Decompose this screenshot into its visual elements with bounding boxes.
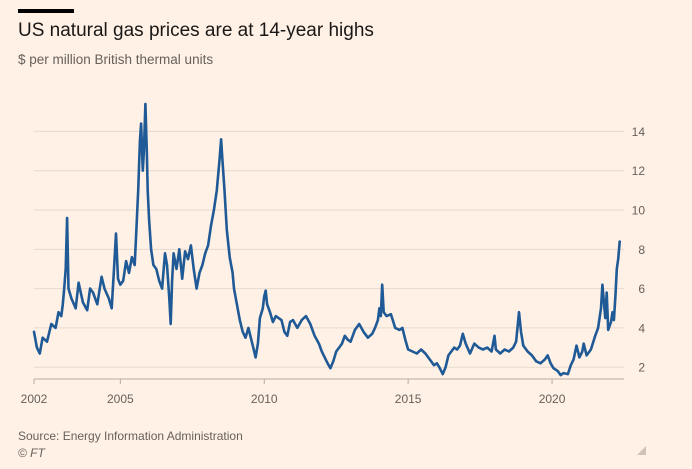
ft-accent-bar [18, 9, 74, 13]
series-layer [32, 102, 621, 377]
y-axis-labels: 2 4 6 8 10 12 14 [632, 125, 646, 375]
chart-subtitle: $ per million British thermal units [18, 52, 214, 67]
x-tick-label-2002: 2002 [21, 392, 48, 406]
y-tick-label-14: 14 [632, 125, 646, 139]
chart-title: US natural gas prices are at 14-year hig… [18, 20, 374, 41]
y-tick-label-6: 6 [638, 282, 645, 296]
resize-corner-icon [637, 446, 646, 455]
x-tick-label-2005: 2005 [107, 392, 134, 406]
ft-credit: © FT [18, 446, 45, 460]
source-note: Source: Energy Information Administratio… [18, 429, 243, 443]
gridlines [34, 130, 624, 368]
y-tick-label-2: 2 [638, 361, 645, 375]
y-tick-label-8: 8 [638, 243, 645, 257]
y-tick-label-4: 4 [638, 321, 645, 335]
x-tick-label-2010: 2010 [251, 392, 278, 406]
series-line-0 [32, 102, 621, 377]
x-axis-labels: 2002 2005 2010 2015 2020 [21, 392, 566, 406]
y-tick-label-10: 10 [632, 204, 646, 218]
x-tick-label-2020: 2020 [539, 392, 566, 406]
y-tick-label-12: 12 [632, 164, 646, 178]
x-axis [33, 378, 624, 384]
x-tick-label-2015: 2015 [395, 392, 422, 406]
